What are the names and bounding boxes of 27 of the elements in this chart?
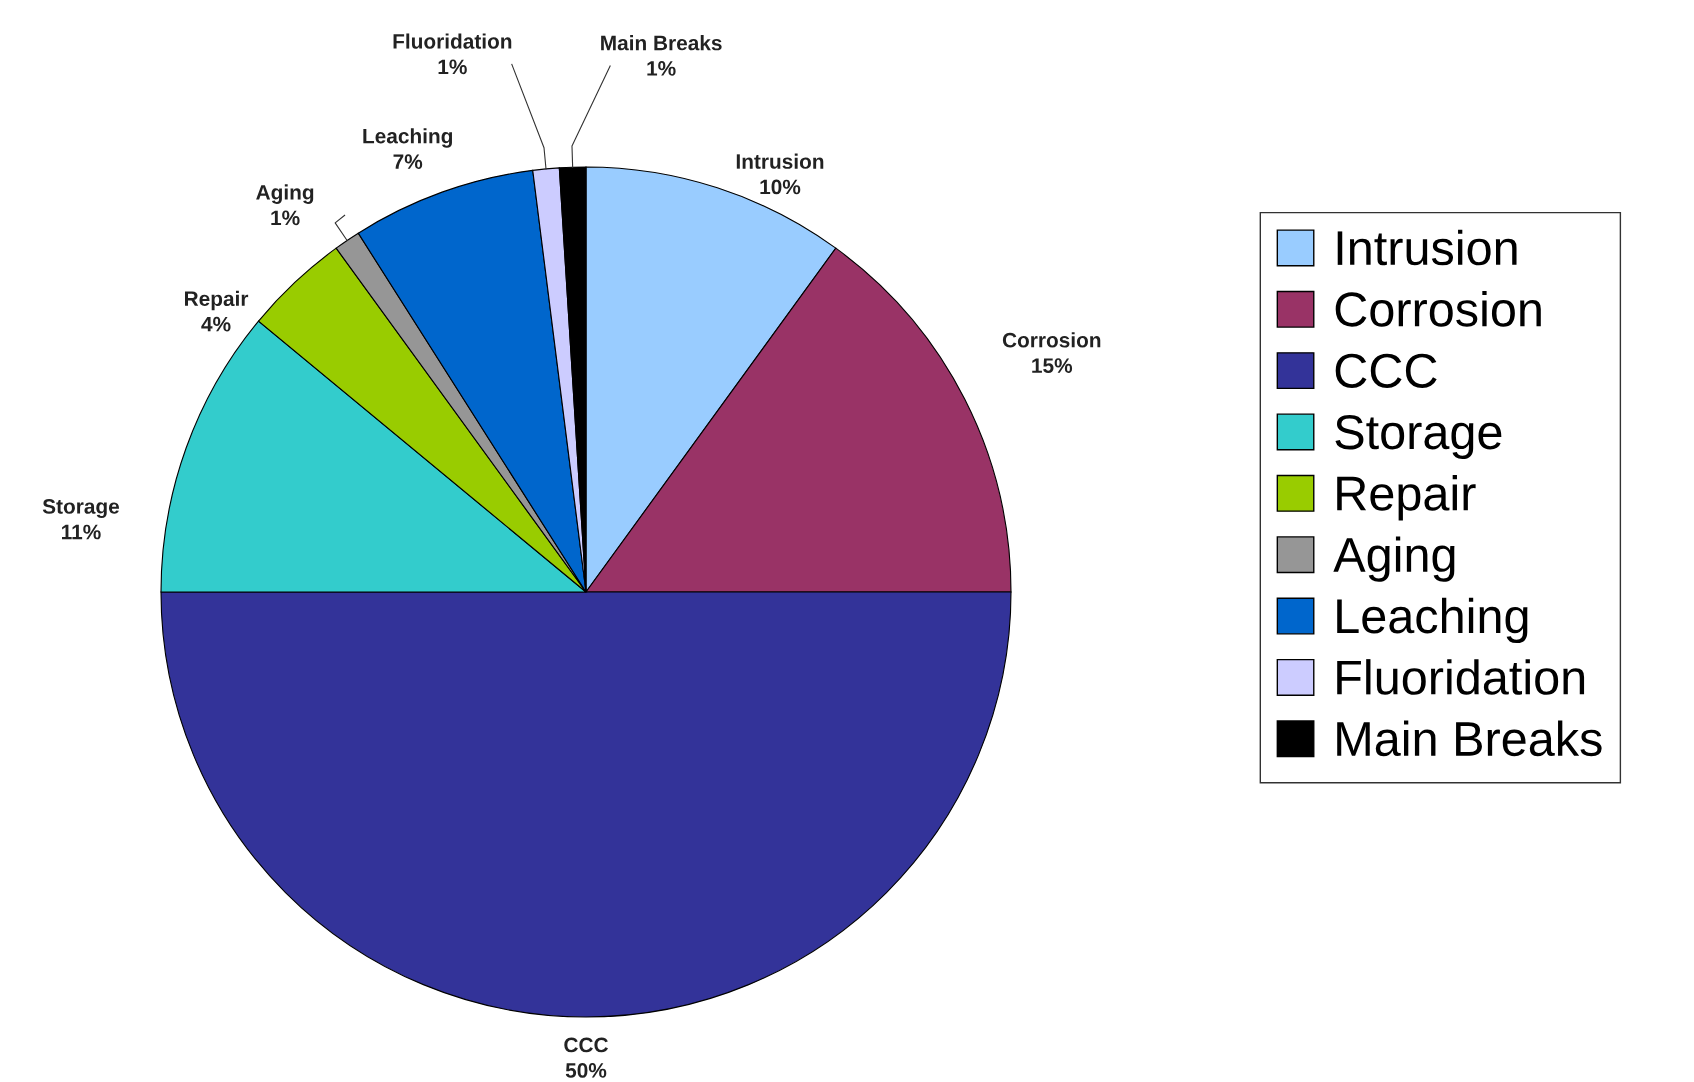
legend-label: Intrusion [1337,229,1517,266]
data-label: 1% [438,59,467,75]
legend-label: CCC [1335,353,1437,389]
legend-label: Leaching [1337,597,1528,644]
legend-label: Repair [1337,475,1476,521]
data-label: 15% [1032,358,1073,373]
data-label: 1% [271,210,300,226]
data-label: 10% [760,179,801,195]
slice-label: Aging [256,184,314,204]
data-label: 7% [393,154,423,169]
data-label: 50% [565,1063,607,1078]
slice-label: Fluoridation [393,33,512,49]
data-label: 11% [62,524,101,540]
slice-label: Storage [42,499,120,518]
slice-label: Leaching [363,128,453,148]
slice-label: Corrosion [1002,332,1101,348]
legend-label: Corrosion [1335,290,1541,327]
data-label: 4% [201,316,231,332]
slice-label: CCC [564,1037,608,1053]
slice-label: Intrusion [736,153,824,169]
legend-label: Main Breaks [1337,720,1602,757]
legend-label: Fluoridation [1337,659,1585,695]
slice-label: Repair [185,290,249,311]
slice-label: Main Breaks [601,35,722,51]
legend-label: Aging [1333,536,1455,582]
legend-label: Storage [1335,414,1502,460]
data-label: 1% [647,61,676,76]
